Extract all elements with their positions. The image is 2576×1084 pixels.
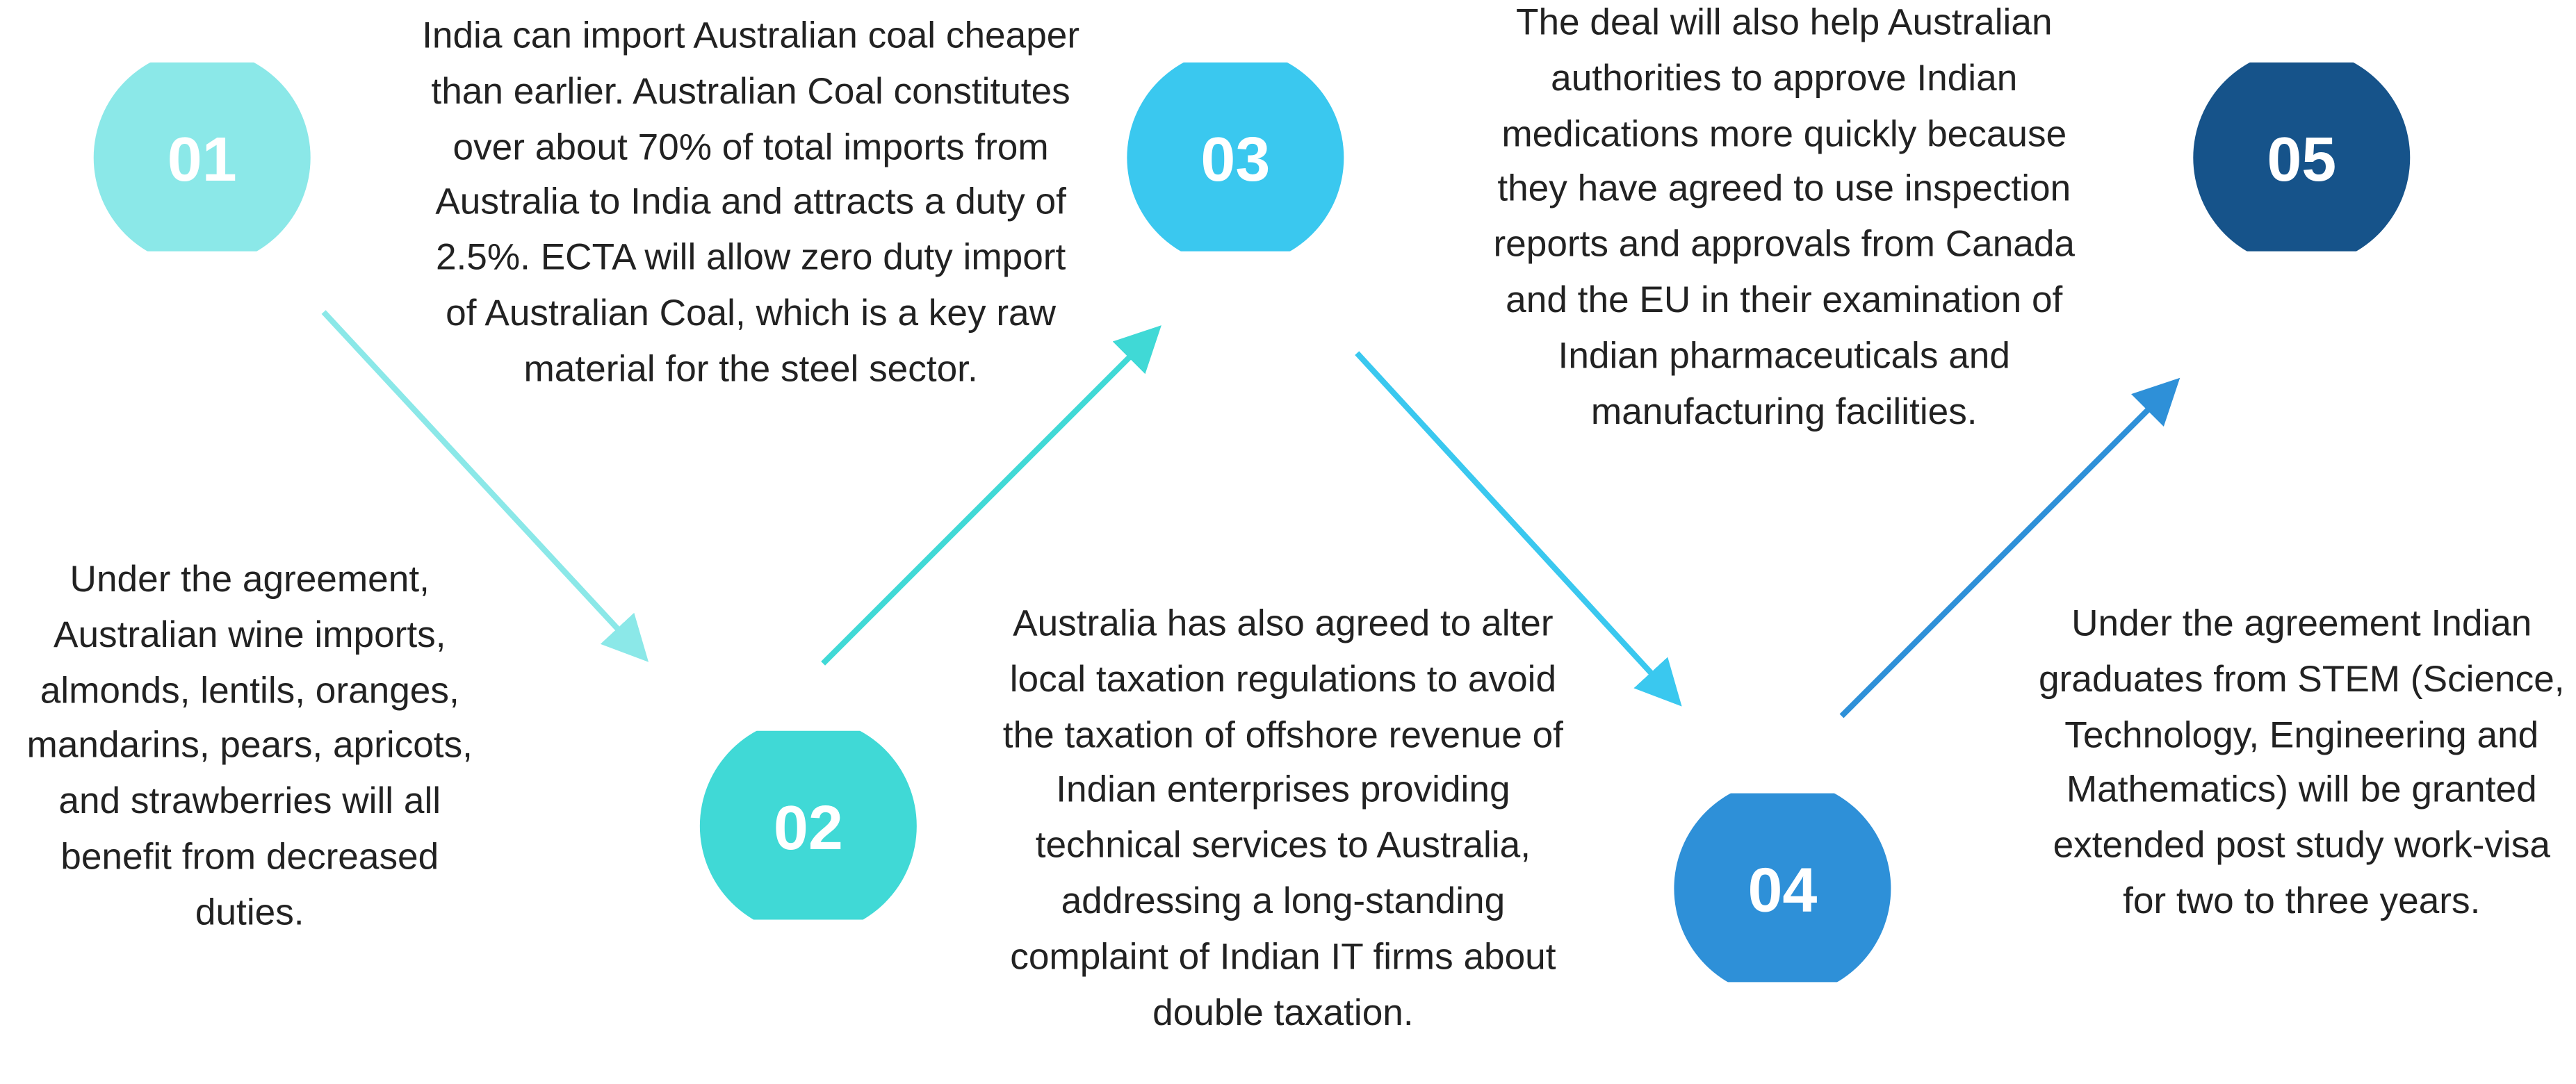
step-number: 02 <box>774 794 843 863</box>
step-circle <box>1674 793 1891 983</box>
note: The deal will also help Australian autho… <box>1493 1 2076 432</box>
note: Under the agreement, Australian wine imp… <box>26 558 473 933</box>
arrow <box>821 325 1161 666</box>
note: India can import Australian coal cheaper… <box>422 15 1080 389</box>
arrow <box>1355 351 1682 707</box>
arrow <box>321 310 649 662</box>
step-circle <box>2193 62 2411 252</box>
step-number: 03 <box>1200 125 1270 195</box>
step-circle <box>93 62 311 252</box>
note: Under the agreement Indian graduates fro… <box>2038 602 2565 921</box>
step-number: 01 <box>168 125 237 195</box>
step-number: 05 <box>2267 125 2336 195</box>
note: Australia has also agreed to alter local… <box>1002 602 1563 1033</box>
step-circle <box>699 730 917 920</box>
arrow <box>1839 377 2180 718</box>
step-number: 04 <box>1747 856 1817 926</box>
step-circle <box>1127 62 1344 252</box>
